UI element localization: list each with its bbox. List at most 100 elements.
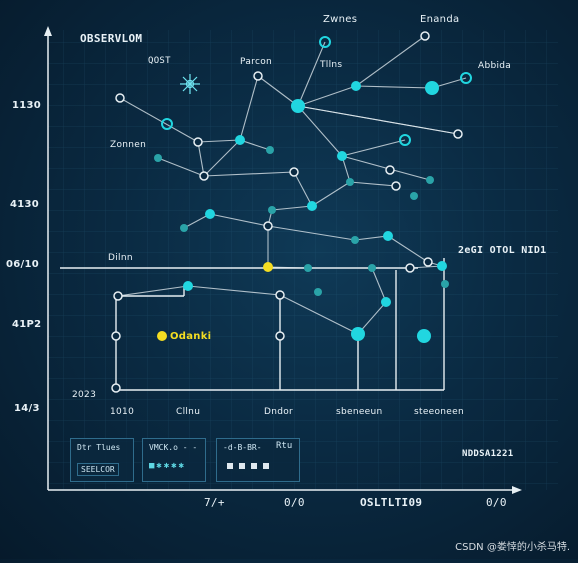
network-node [205,209,215,219]
edges-layer [60,35,467,391]
square-icon[interactable] [227,463,233,469]
y-label-3: 06/10 [6,259,39,270]
network-node [420,31,430,41]
edge-line [197,139,241,143]
network-node [351,327,365,341]
control-panel-3[interactable]: -d-B-BR- [216,438,300,482]
network-node [235,135,245,145]
y-axis-arrow-icon [44,26,52,36]
network-node [405,263,415,273]
network-node [199,171,209,181]
y-label-2: 4130 [10,199,40,210]
control-panel-2[interactable]: VMCK.o - - ■✱✱✱✱ [142,438,206,482]
network-node [161,118,173,130]
square-icon[interactable] [251,463,257,469]
network-node [346,178,354,186]
network-node [385,165,395,175]
top-label-1: Zwnes [323,14,358,25]
network-node [314,288,322,296]
panel-2-line-1: VMCK.o - - [149,443,198,452]
x-label-2: Cllnu [176,407,201,417]
edge-line [387,235,429,263]
control-panel-4[interactable]: Rtu [270,438,300,458]
network-node [268,206,276,214]
square-icon[interactable] [263,463,269,469]
x-axis-arrow-icon [512,486,522,494]
x-label-5: steeoneen [414,407,464,417]
network-node [253,71,263,81]
network-node [304,264,312,272]
edge-line [354,235,389,241]
x-label-4: sbeneeun [336,407,383,417]
network-node [441,280,449,288]
network-node [425,81,439,95]
network-node [417,329,431,343]
network-node [351,236,359,244]
edge-line [279,294,359,335]
x-label-3: Dndor [264,407,294,417]
panel-2-symbols[interactable]: ■✱✱✱✱ [149,461,187,471]
network-node [266,146,274,154]
edge-line [355,35,426,87]
network-node [263,262,273,272]
edge-line [187,285,281,296]
edge-line [203,139,241,177]
right-bottom-label: NDDSA1221 [462,449,514,459]
network-node [426,176,434,184]
network-node [111,331,121,341]
edge-line [297,41,326,107]
bottom-axis-label-1: 7/+ [204,496,225,509]
network-node [154,154,162,162]
edge-line [357,301,387,335]
edge-line [349,181,397,187]
square-icon[interactable] [239,463,245,469]
network-node [307,201,317,211]
edge-line [239,75,259,141]
edge-line [117,285,189,297]
diagram-title: OBSERVLOM [80,32,143,45]
network-node [263,221,273,231]
edge-line [297,105,343,157]
bottom-axis-label-3: OSLTLTI09 [360,496,423,509]
network-node [368,264,376,272]
panel-3-line-1: -d-B-BR- [223,443,262,452]
y-label-1: 1130 [12,100,42,111]
edge-line [355,85,433,89]
panel-4-line-1: Rtu [276,441,293,451]
control-panel-1[interactable]: Dtr Tlues SEELCOR [70,438,134,482]
network-node [453,129,463,139]
node-label-tllns: Tllns [320,60,343,70]
bottom-axis-label-2: 0/0 [284,496,305,509]
node-label-abbida: Abbida [478,61,512,71]
edge-line [311,181,351,207]
network-node [111,383,121,393]
edge-line [293,171,313,207]
edge-line [297,85,357,107]
network-node [275,331,285,341]
starburst-icon [180,74,200,94]
y-label-5: 14/3 [14,403,40,414]
edge-line [157,157,205,177]
edge-line [119,97,199,143]
network-node [410,192,418,200]
network-node [383,231,393,241]
panel-1-line-2[interactable]: SEELCOR [77,463,119,476]
network-node [391,181,401,191]
panel-1-line-1: Dtr Tlues [77,443,121,452]
node-label-zonnen: Zonnen [110,140,147,150]
node-label-parcon: Parcon [240,57,272,67]
edge-line [341,139,406,157]
node-label-qost: QOST [148,56,171,66]
edge-line [271,205,313,211]
network-node [180,224,188,232]
highlight-label: Odanki [170,331,212,342]
edge-line [209,213,269,227]
network-node [183,281,193,291]
network-node [157,331,167,341]
edge-line [267,225,356,241]
edge-line [371,267,387,303]
edge-line [297,105,459,135]
top-label-2: Enanda [420,14,460,25]
